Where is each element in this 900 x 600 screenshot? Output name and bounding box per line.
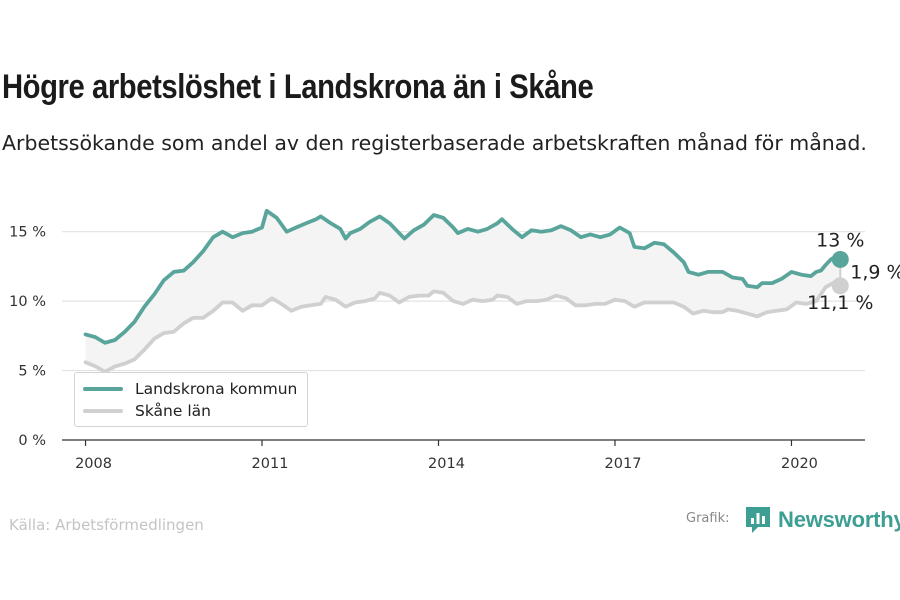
brand[interactable]: Newsworthy [744,505,900,535]
legend-swatch-landskrona [83,387,123,391]
series-line-landskrona [83,208,843,345]
legend-label-skane: Skåne län [135,402,211,420]
x-tick-label-2008: 2008 [75,456,112,472]
page-subtitle: Arbetssökande som andel av den registerb… [2,131,867,155]
y-tick-label-15: 15 % [9,225,46,241]
difference-label: 1,9 % [850,262,900,284]
end-marker-landskrona [831,250,849,268]
difference-band [85,210,841,372]
end-marker-skane [831,277,849,295]
credit-label: Grafik: [686,511,730,526]
page-title: Högre arbetslöshet i Landskrona än i Skå… [2,68,594,106]
y-tick-label-0: 0 % [18,433,46,449]
legend-item-landskrona[interactable]: Landskrona kommun [83,378,299,400]
chart-legend: Landskrona kommun Skåne län [74,372,308,427]
newsworthy-logo-icon [746,507,770,533]
legend-item-skane[interactable]: Skåne län [83,400,299,422]
x-tick-label-2011: 2011 [252,456,289,472]
source-note: Källa: Arbetsförmedlingen [9,516,204,534]
x-tick-label-2014: 2014 [428,456,465,472]
legend-label-landskrona: Landskrona kommun [135,380,298,398]
x-tick-label-2020: 2020 [781,456,818,472]
x-tick-label-2017: 2017 [605,456,642,472]
end-label-skane: 11,1 % [807,292,873,314]
y-tick-label-5: 5 % [18,364,46,380]
legend-swatch-skane [83,409,123,413]
series-line-skane [83,279,843,374]
y-tick-label-10: 10 % [9,294,46,310]
brand-name: Newsworthy [778,507,900,532]
end-label-landskrona: 13 % [816,229,864,251]
